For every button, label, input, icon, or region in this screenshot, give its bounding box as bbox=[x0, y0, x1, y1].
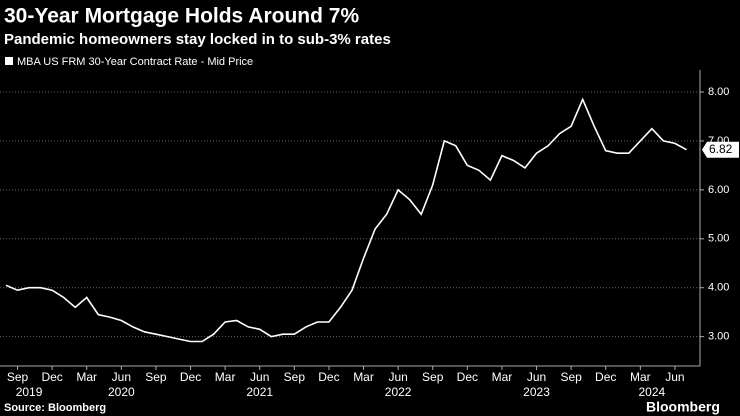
x-tick-label: Mar bbox=[492, 370, 513, 384]
year-label: 2024 bbox=[639, 385, 666, 399]
legend-label: MBA US FRM 30-Year Contract Rate - Mid P… bbox=[17, 56, 253, 68]
year-label: 2023 bbox=[523, 385, 550, 399]
x-tick-label: Mar bbox=[76, 370, 97, 384]
x-tick-label: Dec bbox=[457, 370, 478, 384]
x-tick-label: Mar bbox=[630, 370, 651, 384]
x-tick-label: Jun bbox=[112, 370, 131, 384]
year-label: 2021 bbox=[246, 385, 273, 399]
x-tick-label: Jun bbox=[665, 370, 684, 384]
brand: Bloomberg bbox=[646, 399, 720, 415]
y-tick-label: 4.00 bbox=[708, 282, 729, 294]
y-tick-label: 5.00 bbox=[708, 233, 729, 245]
x-tick-label: Dec bbox=[41, 370, 62, 384]
x-tick-label: Mar bbox=[215, 370, 236, 384]
y-tick-label: 6.00 bbox=[708, 184, 729, 196]
x-tick-label: Jun bbox=[388, 370, 407, 384]
y-tick-label: 8.00 bbox=[708, 86, 729, 98]
x-tick-label: Dec bbox=[595, 370, 616, 384]
x-tick-label: Mar bbox=[353, 370, 374, 384]
x-tick-label: Sep bbox=[422, 370, 444, 384]
x-tick-label: Sep bbox=[284, 370, 306, 384]
year-label: 2020 bbox=[108, 385, 135, 399]
legend-swatch bbox=[5, 57, 13, 65]
x-tick-label: Sep bbox=[560, 370, 582, 384]
year-label: 2019 bbox=[16, 385, 43, 399]
year-label: 2022 bbox=[385, 385, 412, 399]
x-tick-label: Dec bbox=[318, 370, 339, 384]
source: Source: Bloomberg bbox=[4, 402, 106, 414]
x-tick-label: Dec bbox=[180, 370, 201, 384]
chart-title: 30-Year Mortgage Holds Around 7% bbox=[4, 5, 359, 28]
y-tick-label: 3.00 bbox=[708, 331, 729, 343]
x-tick-label: Jun bbox=[527, 370, 546, 384]
x-tick-label: Jun bbox=[250, 370, 269, 384]
line bbox=[5, 97, 687, 343]
end-label-box bbox=[702, 141, 739, 158]
x-tick-label: Sep bbox=[145, 370, 167, 384]
chart-subtitle: Pandemic homeowners stay locked in to su… bbox=[4, 31, 391, 48]
x-tick-label: Sep bbox=[7, 370, 29, 384]
end-label: 6.82 bbox=[709, 142, 733, 156]
